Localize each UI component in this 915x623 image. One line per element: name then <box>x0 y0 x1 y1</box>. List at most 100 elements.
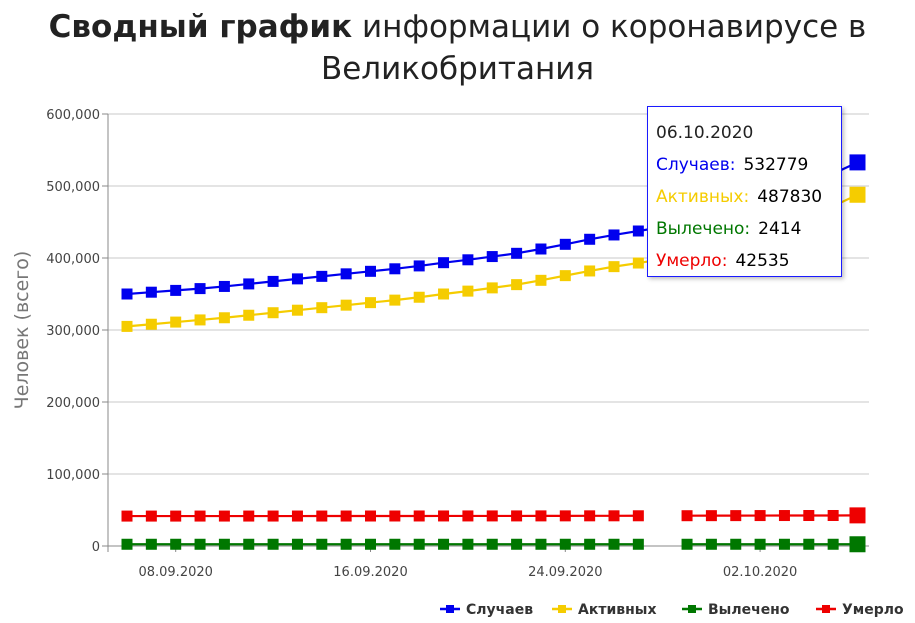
tooltip-row-cases: Случаев: 532779 <box>656 149 841 181</box>
series-3-point <box>584 538 596 550</box>
series-1-point <box>632 225 644 237</box>
series-4-point <box>121 510 133 522</box>
tooltip: 06.10.2020 Случаев: 532779 Активных: 48783… <box>647 106 842 277</box>
series-3-point <box>849 536 866 553</box>
series-3-point <box>170 538 182 550</box>
x-tick-label: 16.09.2020 <box>333 565 407 580</box>
series-3-point <box>194 538 206 550</box>
series-2-point <box>413 291 425 303</box>
series-1-point <box>291 273 303 285</box>
series-3-point <box>559 538 571 550</box>
tooltip-row-recovered: Вылечено: 2414 <box>656 213 841 245</box>
series-4-point <box>705 510 717 522</box>
series-4-point <box>584 510 596 522</box>
series-1-point <box>145 286 157 298</box>
series-4-point <box>559 510 571 522</box>
chart-title-bold: Сводный график <box>48 9 353 45</box>
series-4-point <box>754 510 766 522</box>
legend-marker <box>446 605 454 613</box>
series-2-point <box>218 312 230 324</box>
series-2-point <box>438 288 450 300</box>
legend-marker <box>558 605 566 613</box>
series-4 <box>121 507 866 524</box>
series-2-point <box>316 302 328 314</box>
series-2-point <box>145 318 157 330</box>
tooltip-label: Активных: <box>656 187 750 207</box>
series-2-point <box>486 282 498 294</box>
y-tick-label: 200,000 <box>46 396 100 411</box>
series-1-point <box>511 247 523 259</box>
series-1-point <box>608 229 620 241</box>
series-2-point <box>535 274 547 286</box>
y-tick-label: 600,000 <box>46 108 100 123</box>
series-2-point <box>389 294 401 306</box>
series-3-point <box>389 538 401 550</box>
series-3-point <box>754 538 766 550</box>
series-2-point <box>462 285 474 297</box>
series-3-point <box>608 538 620 550</box>
series-3-point <box>778 538 790 550</box>
series-4-point <box>632 510 644 522</box>
series-4-point <box>803 510 815 522</box>
series-4-point <box>827 509 839 521</box>
x-tick-label: 02.10.2020 <box>723 565 797 580</box>
series-2-point <box>291 304 303 316</box>
series-3-point <box>730 538 742 550</box>
tooltip-value: 487830 <box>757 187 823 207</box>
tooltip-value: 42535 <box>735 251 790 271</box>
series-2-point <box>121 320 133 332</box>
series-4-point <box>608 510 620 522</box>
series-4-point <box>730 510 742 522</box>
tooltip-label: Вылечено: <box>656 219 751 239</box>
series-2-point <box>243 309 255 321</box>
series-4-point <box>340 510 352 522</box>
y-tick-label: 300,000 <box>46 324 100 339</box>
series-1-point <box>486 251 498 263</box>
series-3-point <box>438 538 450 550</box>
series-4-point <box>316 510 328 522</box>
y-tick-label: 100,000 <box>46 468 100 483</box>
series-1-point <box>316 270 328 282</box>
series-4-point <box>413 510 425 522</box>
chart-title-rest: информации о коронавирусе в Великобритан… <box>320 9 867 87</box>
series-1-point <box>559 238 571 250</box>
tooltip-row-deaths: Умерло: 42535 <box>656 245 841 277</box>
x-tick-label: 24.09.2020 <box>528 565 602 580</box>
series-3-point <box>121 538 133 550</box>
tooltip-value: 532779 <box>743 155 809 175</box>
series-1-point <box>389 263 401 275</box>
tooltip-label: Умерло: <box>656 251 728 271</box>
legend-marker <box>822 605 830 613</box>
series-2-point <box>584 265 596 277</box>
series-3-point <box>413 538 425 550</box>
tooltip-value: 2414 <box>758 219 802 239</box>
series-3-point <box>243 538 255 550</box>
series-3-point <box>340 538 352 550</box>
series-3-point <box>365 538 376 550</box>
series-4-point <box>365 510 376 522</box>
series-4-point <box>291 510 303 522</box>
y-tick-label: 400,000 <box>46 252 100 267</box>
series-2-point <box>608 261 620 273</box>
y-tick-label: 500,000 <box>46 180 100 195</box>
series-4-point <box>849 507 866 524</box>
series-2-point <box>365 297 376 309</box>
legend: Случаев Активных Вылечено Умерло <box>440 602 904 618</box>
series-2-point <box>559 270 571 282</box>
tooltip-date: 06.10.2020 <box>656 123 754 143</box>
series-3-point <box>827 538 839 550</box>
series-3-point <box>316 538 328 550</box>
series-4-point <box>778 510 790 522</box>
series-1-point <box>535 243 547 255</box>
series-3-point <box>218 538 230 550</box>
series-3 <box>121 536 866 553</box>
series-4-point <box>681 510 693 522</box>
series-1-point <box>218 280 230 292</box>
legend-marker <box>688 605 696 613</box>
series-1-point <box>462 254 474 266</box>
legend-label: Умерло <box>842 602 904 618</box>
series-2-point <box>511 279 523 291</box>
series-2-point <box>194 314 206 326</box>
chart-title: Сводный график информации о коронавирусе… <box>0 6 915 90</box>
series-1-point <box>438 257 450 269</box>
